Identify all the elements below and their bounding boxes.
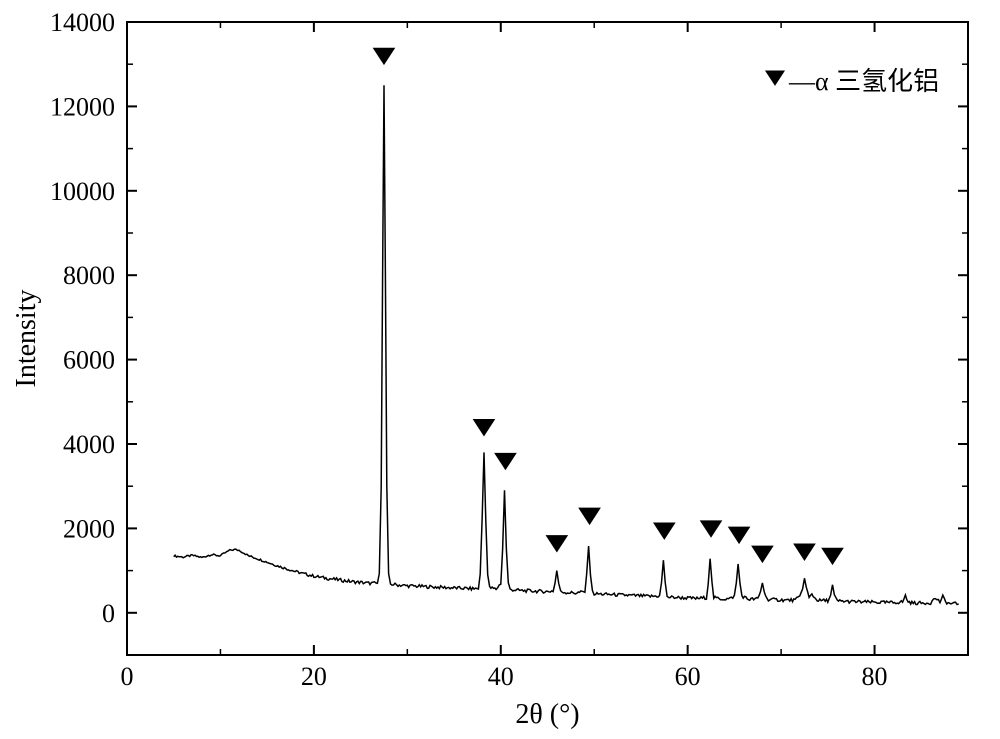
y-tick-label: 12000 bbox=[50, 92, 115, 121]
y-tick-label: 10000 bbox=[50, 177, 115, 206]
peak-marker bbox=[794, 544, 815, 560]
peak-marker bbox=[495, 453, 516, 469]
peak-marker bbox=[546, 536, 567, 552]
x-tick-label: 40 bbox=[488, 662, 514, 691]
legend-text: —α 三氢化铝 bbox=[788, 67, 939, 96]
y-tick-label: 8000 bbox=[63, 261, 115, 290]
xrd-chart: 0 20 40 60 80 0 2000 4000 6000 8000 10000 12000 1400… bbox=[0, 0, 1000, 739]
peak-marker bbox=[822, 548, 843, 564]
peak-marker bbox=[701, 521, 722, 537]
chart-svg: 0 20 40 60 80 0 2000 4000 6000 8000 10000 12000 1400… bbox=[0, 0, 1000, 739]
peak-marker bbox=[752, 546, 773, 562]
x-tick-label: 80 bbox=[862, 662, 888, 691]
xrd-data-line bbox=[174, 85, 959, 604]
y-tick-label: 4000 bbox=[63, 430, 115, 459]
peak-marker bbox=[729, 527, 750, 543]
x-tick-label: 20 bbox=[301, 662, 327, 691]
x-tick-label: 0 bbox=[121, 662, 134, 691]
plot-frame bbox=[127, 22, 968, 655]
peak-marker bbox=[579, 508, 600, 524]
peak-marker bbox=[654, 523, 675, 539]
peak-marker bbox=[374, 48, 395, 64]
x-axis-label: 2θ (°) bbox=[515, 699, 579, 730]
y-tick-label: 2000 bbox=[63, 514, 115, 543]
x-tick-label: 60 bbox=[675, 662, 701, 691]
legend-marker-icon bbox=[766, 71, 784, 85]
y-axis-label: Intensity bbox=[11, 290, 42, 388]
peak-marker bbox=[474, 420, 495, 436]
y-tick-label: 6000 bbox=[63, 346, 115, 375]
y-tick-label: 14000 bbox=[50, 8, 115, 37]
y-tick-label: 0 bbox=[102, 599, 115, 628]
